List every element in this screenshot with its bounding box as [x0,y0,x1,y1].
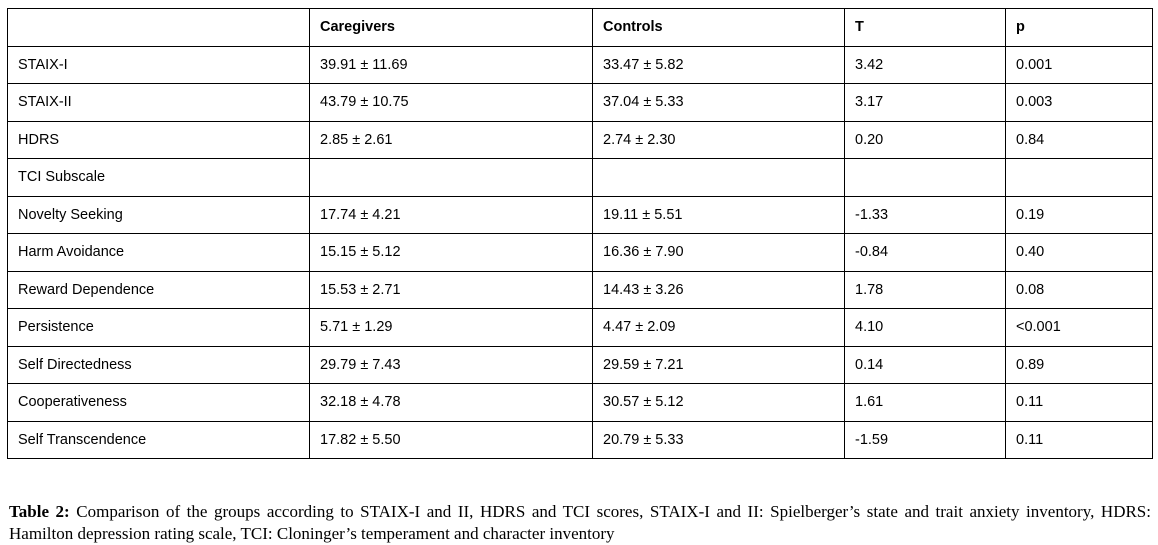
t-value-cell: 4.10 [844,308,1006,347]
p-value-cell: 0.001 [1005,45,1153,84]
table-row: Novelty Seeking 17.74 ± 4.21 19.11 ± 5.5… [7,195,1153,234]
p-value-cell: 0.19 [1005,195,1153,234]
row-label-cell: STAIX-II [7,83,310,122]
controls-cell: 2.74 ± 2.30 [592,120,845,159]
results-table: Caregivers Controls T p STAIX-I 39.91 ± … [7,8,1153,459]
p-value-cell: 0.003 [1005,83,1153,122]
caregivers-cell: 15.15 ± 5.12 [309,233,593,272]
t-value-cell: 0.14 [844,345,1006,384]
caption-label: Table 2: [9,502,70,521]
p-value-cell: 0.84 [1005,120,1153,159]
row-label-cell: Novelty Seeking [7,195,310,234]
caregivers-cell: 17.82 ± 5.50 [309,420,593,459]
header-cell-t: T [844,8,1006,47]
p-value-cell: 0.11 [1005,383,1153,422]
row-label-cell: HDRS [7,120,310,159]
table-row: Persistence 5.71 ± 1.29 4.47 ± 2.09 4.10… [7,308,1153,347]
header-cell-p: p [1005,8,1153,47]
table-row: Self Directedness 29.79 ± 7.43 29.59 ± 7… [7,345,1153,384]
results-table-container: Caregivers Controls T p STAIX-I 39.91 ± … [7,8,1153,459]
controls-cell: 33.47 ± 5.82 [592,45,845,84]
controls-cell: 4.47 ± 2.09 [592,308,845,347]
p-value-cell: <0.001 [1005,308,1153,347]
t-value-cell: -0.84 [844,233,1006,272]
row-label-cell: Reward Dependence [7,270,310,309]
header-cell-caregivers: Caregivers [309,8,593,47]
t-value-cell: 3.17 [844,83,1006,122]
row-label-cell: TCI Subscale [7,158,310,197]
t-value-cell: 1.78 [844,270,1006,309]
table-row: Cooperativeness 32.18 ± 4.78 30.57 ± 5.1… [7,383,1153,422]
caregivers-cell: 5.71 ± 1.29 [309,308,593,347]
table-caption: Table 2: Comparison of the groups accord… [9,501,1151,545]
caregivers-cell: 43.79 ± 10.75 [309,83,593,122]
table-row: STAIX-I 39.91 ± 11.69 33.47 ± 5.82 3.42 … [7,45,1153,84]
caregivers-cell: 29.79 ± 7.43 [309,345,593,384]
controls-cell: 19.11 ± 5.51 [592,195,845,234]
table-row: STAIX-II 43.79 ± 10.75 37.04 ± 5.33 3.17… [7,83,1153,122]
caregivers-cell: 39.91 ± 11.69 [309,45,593,84]
row-label-cell: Self Transcendence [7,420,310,459]
caregivers-cell: 15.53 ± 2.71 [309,270,593,309]
row-label-cell: Harm Avoidance [7,233,310,272]
controls-cell: 14.43 ± 3.26 [592,270,845,309]
p-value-cell [1005,158,1153,197]
table-row: HDRS 2.85 ± 2.61 2.74 ± 2.30 0.20 0.84 [7,120,1153,159]
caregivers-cell: 32.18 ± 4.78 [309,383,593,422]
t-value-cell: -1.33 [844,195,1006,234]
controls-cell: 20.79 ± 5.33 [592,420,845,459]
p-value-cell: 0.11 [1005,420,1153,459]
row-label-cell: Cooperativeness [7,383,310,422]
controls-cell [592,158,845,197]
header-cell-measure [7,8,310,47]
table-header-row: Caregivers Controls T p [7,8,1153,47]
caption-text: Comparison of the groups according to ST… [9,502,1151,543]
t-value-cell: 3.42 [844,45,1006,84]
row-label-cell: Self Directedness [7,345,310,384]
row-label-cell: Persistence [7,308,310,347]
controls-cell: 16.36 ± 7.90 [592,233,845,272]
table-row-subheading: TCI Subscale [7,158,1153,197]
table-row: Reward Dependence 15.53 ± 2.71 14.43 ± 3… [7,270,1153,309]
controls-cell: 30.57 ± 5.12 [592,383,845,422]
p-value-cell: 0.40 [1005,233,1153,272]
t-value-cell [844,158,1006,197]
caregivers-cell [309,158,593,197]
caregivers-cell: 2.85 ± 2.61 [309,120,593,159]
caregivers-cell: 17.74 ± 4.21 [309,195,593,234]
table-row: Self Transcendence 17.82 ± 5.50 20.79 ± … [7,420,1153,459]
t-value-cell: 1.61 [844,383,1006,422]
p-value-cell: 0.89 [1005,345,1153,384]
p-value-cell: 0.08 [1005,270,1153,309]
header-cell-controls: Controls [592,8,845,47]
controls-cell: 37.04 ± 5.33 [592,83,845,122]
t-value-cell: 0.20 [844,120,1006,159]
controls-cell: 29.59 ± 7.21 [592,345,845,384]
row-label-cell: STAIX-I [7,45,310,84]
table-row: Harm Avoidance 15.15 ± 5.12 16.36 ± 7.90… [7,233,1153,272]
t-value-cell: -1.59 [844,420,1006,459]
